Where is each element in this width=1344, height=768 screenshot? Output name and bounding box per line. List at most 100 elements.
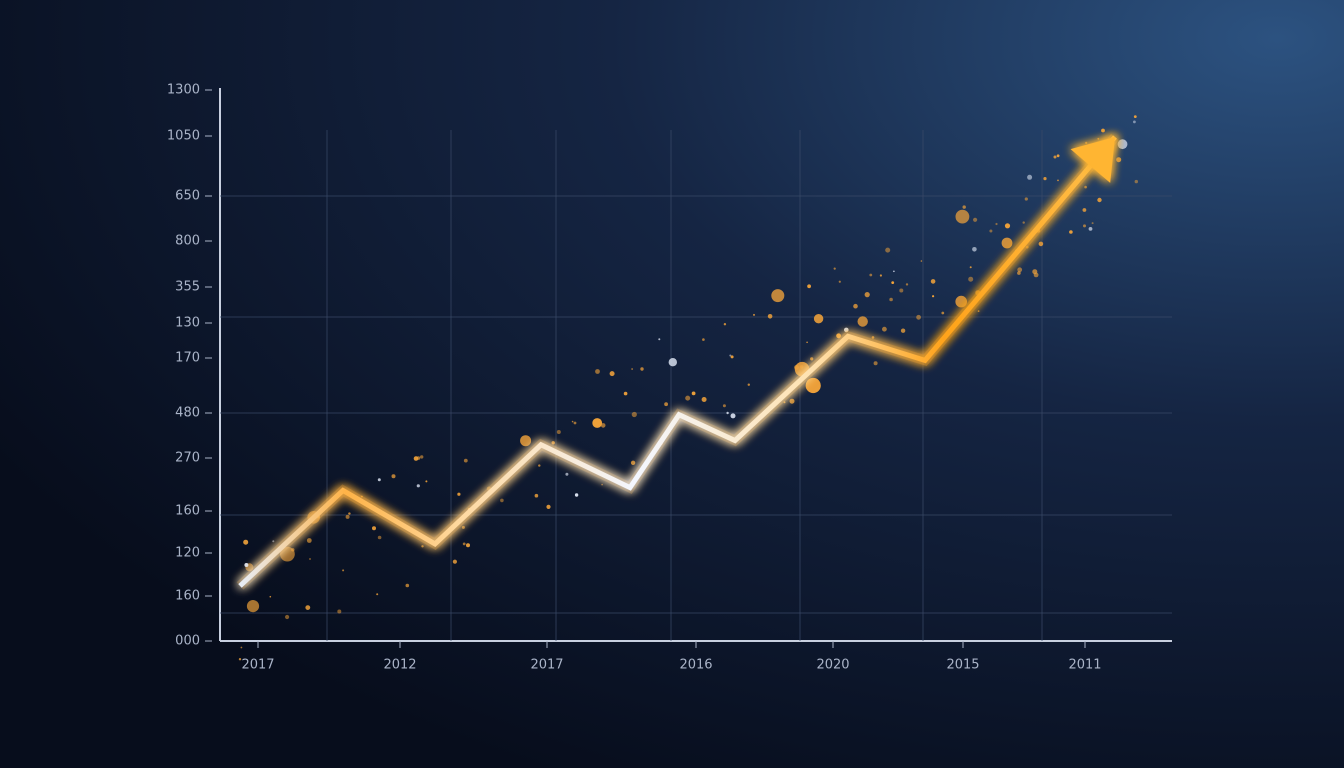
particle [730, 413, 736, 419]
particle [882, 326, 887, 332]
particle [573, 421, 577, 425]
particle [1053, 155, 1057, 159]
particle [857, 316, 868, 327]
particle [813, 314, 824, 324]
particle [595, 369, 600, 374]
x-tick-label: 2011 [1068, 658, 1101, 673]
particle [551, 441, 555, 445]
particle [989, 229, 993, 233]
particle [767, 314, 773, 319]
x-tick-label: 2017 [530, 658, 563, 673]
particle [1027, 174, 1033, 180]
particle [968, 276, 974, 282]
particle [309, 558, 311, 560]
particle [1004, 223, 1011, 229]
particle [345, 514, 350, 519]
particle [889, 297, 893, 302]
particle [609, 371, 615, 377]
particle [1088, 227, 1093, 231]
particle [246, 600, 260, 613]
particle [240, 646, 243, 649]
particle [1091, 222, 1094, 225]
particle [269, 595, 272, 598]
particle [520, 435, 532, 447]
particle [630, 460, 636, 465]
particle [623, 391, 628, 396]
particle [973, 217, 978, 222]
particle [702, 338, 705, 341]
particle [869, 273, 873, 277]
particle [807, 284, 811, 289]
y-axis-label: 650 [175, 189, 200, 204]
particle [571, 420, 574, 423]
x-tick-label: 2015 [946, 658, 979, 673]
particle [995, 222, 998, 226]
particle [1084, 185, 1087, 189]
particle [538, 464, 541, 467]
particle [631, 368, 633, 370]
particle [771, 289, 785, 303]
particle [534, 493, 539, 498]
particle [462, 542, 466, 546]
particle [600, 423, 606, 428]
particle [413, 456, 419, 461]
particle [668, 358, 677, 367]
particle [664, 402, 668, 407]
particle [1001, 237, 1013, 249]
particle [920, 260, 923, 262]
particle [416, 484, 420, 488]
particle [500, 498, 504, 503]
particle [421, 545, 424, 548]
particle [916, 314, 921, 320]
particle [377, 478, 381, 482]
particle [243, 539, 249, 545]
particle [238, 658, 242, 661]
particle [941, 311, 945, 315]
particle [977, 310, 980, 312]
y-axis-label: 1050 [167, 129, 200, 144]
particle [376, 593, 379, 596]
particle [631, 411, 637, 418]
particle [348, 512, 351, 515]
particle [932, 295, 935, 298]
particle [1082, 208, 1087, 212]
particle [1116, 157, 1122, 163]
particle [806, 341, 808, 344]
y-axis-label: 120 [175, 546, 200, 561]
particle [565, 472, 569, 476]
particle [337, 609, 342, 614]
particle [730, 355, 734, 359]
particle [1017, 271, 1021, 275]
particle [546, 504, 551, 509]
particle [1057, 179, 1059, 182]
particle [272, 540, 275, 543]
particle [285, 614, 290, 620]
y-axis-label: 160 [175, 504, 200, 519]
particle [372, 526, 376, 531]
data-line [238, 135, 1117, 588]
y-axis-label: 1300 [167, 83, 200, 98]
y-axis-label: 130 [175, 316, 200, 331]
particle [1083, 224, 1086, 228]
y-axis-label: 800 [175, 234, 200, 249]
particle [244, 563, 249, 567]
particle [955, 295, 967, 308]
particle [1097, 197, 1102, 203]
particle [1097, 137, 1100, 140]
particle [377, 535, 382, 540]
particle [972, 247, 977, 252]
particle [1134, 179, 1139, 184]
particle [452, 559, 457, 564]
particle [405, 583, 410, 588]
particle [691, 391, 696, 396]
particle [1085, 141, 1088, 144]
particle [805, 377, 821, 394]
particle [306, 538, 312, 543]
y-axis-label: 170 [175, 351, 200, 366]
particle [592, 418, 603, 428]
particle [1017, 267, 1023, 273]
particle [885, 247, 891, 253]
y-axis-label: 000 [175, 634, 200, 649]
